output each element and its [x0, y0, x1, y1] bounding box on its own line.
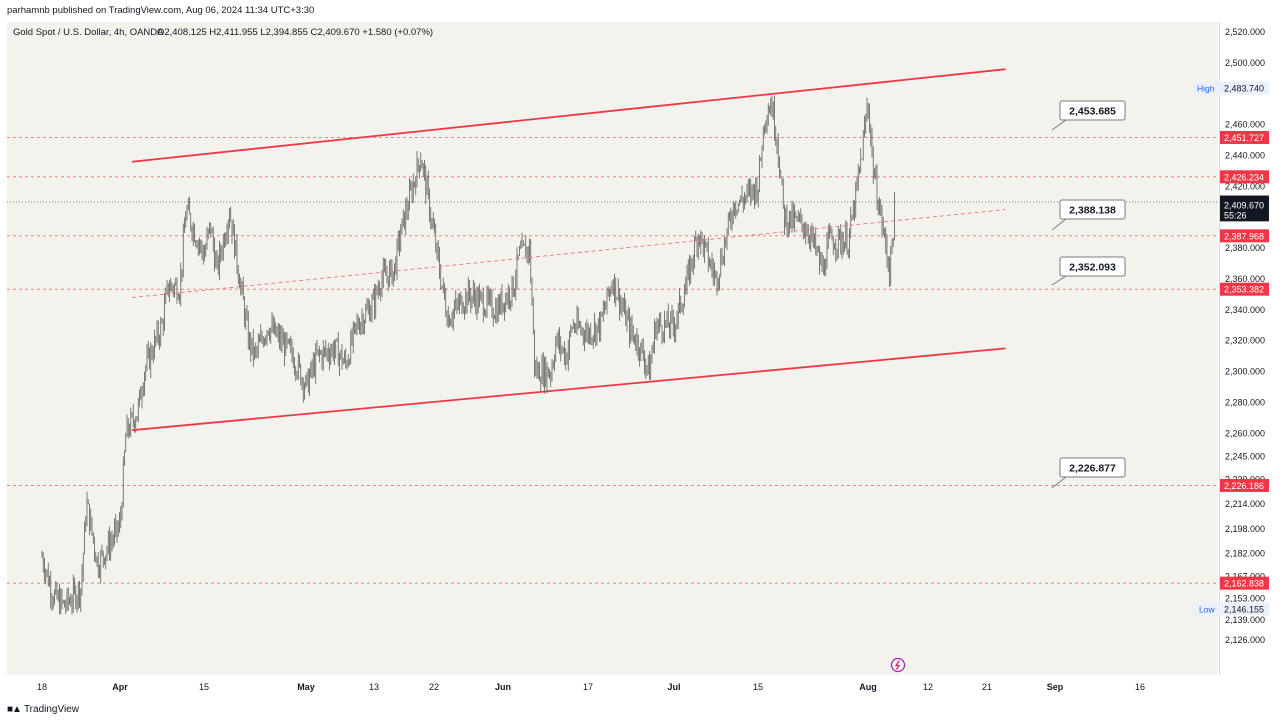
x-tick-label: Apr — [112, 682, 128, 692]
last-price-tag: 2,409.670 — [1224, 200, 1264, 210]
footer-bar — [0, 697, 1280, 723]
y-tick-label: 2,245.000 — [1225, 451, 1265, 461]
y-tick-label: 2,460.000 — [1225, 120, 1265, 130]
y-tick-label: 2,198.000 — [1225, 524, 1265, 534]
y-tick-label: 2,280.000 — [1225, 397, 1265, 407]
low-price-label: 2,146.155 — [1224, 604, 1264, 614]
channel-mid-line[interactable] — [131, 209, 1006, 298]
high-tag: High — [1197, 84, 1215, 94]
lightning-bolt-icon — [894, 660, 901, 670]
channel-lower-line[interactable] — [131, 347, 1006, 432]
y-tick-label: 2,500.000 — [1225, 58, 1265, 68]
x-tick-label: Jul — [667, 682, 680, 692]
y-tick-label: 2,153.000 — [1225, 593, 1265, 603]
level-price-tag-bg — [1220, 170, 1269, 184]
callout-pointer — [1051, 476, 1067, 489]
level-price-tag: 2,226.186 — [1224, 481, 1264, 491]
callout-pointer — [1051, 218, 1067, 231]
x-tick-label: 22 — [429, 682, 439, 692]
level-price-tag-bg — [1220, 576, 1269, 590]
y-tick-label: 2,440.000 — [1225, 151, 1265, 161]
callout-label: 2,226.877 — [1069, 463, 1116, 475]
price-axis[interactable] — [1219, 22, 1280, 675]
low-tag-bg — [1193, 602, 1269, 616]
level-price-tag: 2,426.234 — [1224, 172, 1264, 182]
channel-upper-line[interactable] — [131, 68, 1006, 163]
callout-pointer — [1051, 119, 1067, 131]
x-tick-label: 21 — [982, 682, 992, 692]
x-tick-label: Sep — [1047, 682, 1064, 692]
x-tick-label: Aug — [859, 682, 877, 692]
plot-area[interactable] — [7, 22, 1218, 675]
x-tick-label: 17 — [583, 682, 593, 692]
tradingview-logo[interactable]: ■▲ TradingView — [7, 704, 79, 715]
y-tick-label: 2,520.000 — [1225, 27, 1265, 37]
callout-box[interactable] — [1059, 199, 1126, 220]
y-tick-label: 2,380.000 — [1225, 243, 1265, 253]
y-tick-label: 2,126.000 — [1225, 635, 1265, 645]
ohlc-readout: O2,408.125 H2,411.955 L2,394.855 C2,409.… — [157, 27, 433, 38]
chart-title: Gold Spot / U.S. Dollar, 4h, OANDA — [13, 27, 164, 38]
candles-group — [41, 95, 895, 615]
x-tick-label: 13 — [369, 682, 379, 692]
x-tick-label: 18 — [37, 682, 47, 692]
level-price-tag-bg — [1220, 282, 1269, 296]
callout-label: 2,453.685 — [1069, 106, 1116, 118]
x-tick-label: 15 — [753, 682, 763, 692]
level-price-tag: 2,353.382 — [1224, 285, 1264, 295]
y-tick-label: 2,320.000 — [1225, 336, 1265, 346]
y-tick-label: 2,300.000 — [1225, 367, 1265, 377]
y-tick-label: 2,260.000 — [1225, 428, 1265, 438]
bar-countdown: 55:26 — [1224, 210, 1247, 220]
y-tick-label: 2,420.000 — [1225, 181, 1265, 191]
level-price-tag-bg — [1220, 478, 1269, 492]
callout-label: 2,352.093 — [1069, 262, 1116, 274]
y-tick-label: 2,182.000 — [1225, 549, 1265, 559]
level-price-tag: 2,451.727 — [1224, 133, 1264, 143]
tradingview-logo-icon: ■▲ — [7, 704, 22, 715]
level-price-tag: 2,387.968 — [1224, 231, 1264, 241]
y-tick-label: 2,360.000 — [1225, 274, 1265, 284]
level-price-tag-bg — [1220, 130, 1269, 144]
header-bar: parhamnb published on TradingView.com, A… — [0, 0, 1280, 22]
callout-box[interactable] — [1059, 457, 1126, 478]
last-price-tag-bg — [1220, 197, 1269, 222]
level-price-tag-bg — [1220, 229, 1269, 243]
low-tag: Low — [1199, 604, 1215, 614]
callout-box[interactable] — [1059, 100, 1126, 121]
x-tick-label: May — [297, 682, 315, 692]
callout-pointer — [1051, 275, 1067, 286]
x-tick-label: Jun — [495, 682, 511, 692]
x-tick-label: 15 — [199, 682, 209, 692]
y-tick-label: 2,139.000 — [1225, 615, 1265, 625]
callout-label: 2,388.138 — [1069, 205, 1116, 217]
callout-box[interactable] — [1059, 256, 1126, 277]
publisher-info: parhamnb published on TradingView.com, A… — [7, 5, 315, 16]
high-tag-bg — [1193, 81, 1269, 95]
y-tick-label: 2,340.000 — [1225, 305, 1265, 315]
high-price-label: 2,483.740 — [1224, 84, 1264, 94]
y-tick-label: 2,214.000 — [1225, 499, 1265, 509]
level-price-tag: 2,162.838 — [1224, 579, 1264, 589]
x-tick-label: 16 — [1135, 682, 1145, 692]
x-tick-label: 12 — [923, 682, 933, 692]
